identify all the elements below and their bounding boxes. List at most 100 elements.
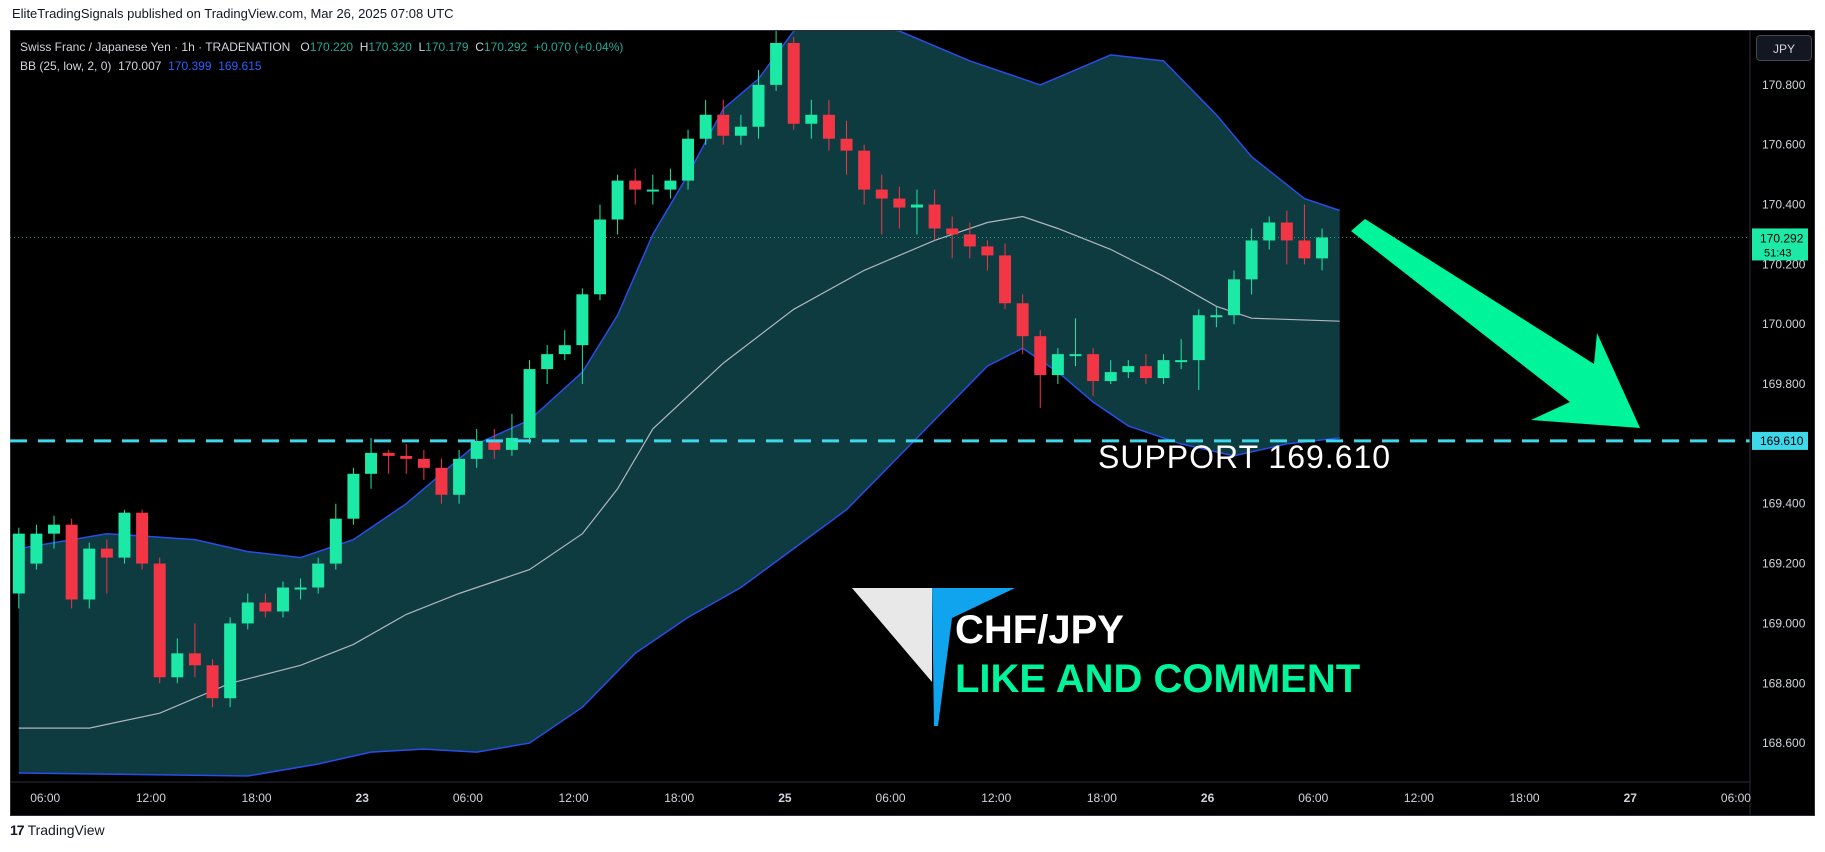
candle-body bbox=[893, 198, 906, 208]
candle bbox=[1069, 318, 1082, 367]
candle-body bbox=[928, 204, 941, 229]
price-tick-label: 170.600 bbox=[1762, 138, 1806, 152]
candle-body bbox=[805, 114, 818, 124]
time-tick-label: 12:00 bbox=[559, 791, 589, 805]
candle bbox=[470, 428, 483, 468]
candle-body bbox=[1069, 354, 1082, 357]
candle bbox=[417, 449, 430, 480]
open-label: O bbox=[300, 40, 310, 54]
candle-body bbox=[523, 369, 536, 438]
candle bbox=[875, 174, 888, 235]
candle-body bbox=[417, 458, 430, 468]
candle bbox=[241, 593, 254, 630]
price-tick-label: 169.200 bbox=[1762, 557, 1806, 571]
candle-body bbox=[83, 548, 96, 600]
footer-brand-label: TradingView bbox=[27, 822, 105, 838]
candle-body bbox=[646, 189, 659, 192]
candle-body bbox=[1210, 315, 1223, 318]
axis-layer: 170.800 170.600 170.400 170.200 170.000 169.8… bbox=[10, 31, 1808, 815]
candle-body bbox=[1316, 237, 1329, 259]
price-tick-label: 169.400 bbox=[1762, 497, 1806, 511]
support-price-label: 169.610 bbox=[1760, 434, 1804, 448]
candle-body bbox=[576, 294, 589, 346]
candle-body bbox=[1298, 240, 1311, 259]
candle bbox=[48, 515, 61, 549]
candle bbox=[1245, 228, 1258, 295]
candle-body bbox=[171, 653, 184, 678]
close-label: C bbox=[475, 40, 484, 54]
publisher-line: EliteTradingSignals published on Trading… bbox=[12, 6, 454, 21]
footer-brand[interactable]: 17 TradingView bbox=[10, 822, 105, 838]
candle-body bbox=[999, 255, 1012, 304]
candle-body bbox=[1034, 336, 1047, 376]
candle bbox=[1263, 216, 1276, 250]
time-tick-label: 06:00 bbox=[30, 791, 60, 805]
candle bbox=[1122, 360, 1135, 379]
candle-body bbox=[682, 138, 695, 181]
candle-body bbox=[787, 42, 800, 124]
candle-body bbox=[347, 473, 360, 519]
candle bbox=[224, 617, 237, 708]
time-tick-label: 06:00 bbox=[1298, 791, 1328, 805]
candle-body bbox=[858, 150, 871, 190]
time-tick-label: 12:00 bbox=[981, 791, 1011, 805]
candle-body bbox=[48, 524, 61, 534]
candle-body bbox=[558, 345, 571, 355]
candle bbox=[1139, 354, 1152, 385]
time-tick-label: 06:00 bbox=[1721, 791, 1751, 805]
candle bbox=[1228, 270, 1240, 325]
candle-body bbox=[1157, 360, 1170, 379]
candle bbox=[118, 509, 131, 564]
candle-body bbox=[30, 533, 43, 564]
candle-body bbox=[593, 219, 606, 295]
candle-body bbox=[611, 180, 624, 220]
time-tick-label: 06:00 bbox=[453, 791, 483, 805]
time-tick-label: 06:00 bbox=[876, 791, 906, 805]
support-label: SUPPORT 169.610 bbox=[1098, 439, 1391, 475]
candle-body bbox=[963, 234, 976, 247]
candle-body bbox=[470, 440, 483, 459]
candle-body bbox=[488, 440, 501, 450]
countdown-label: 51:43 bbox=[1764, 247, 1792, 259]
candle bbox=[541, 345, 554, 385]
candle-body bbox=[312, 563, 325, 588]
candle-body bbox=[699, 114, 712, 139]
candle-body bbox=[400, 455, 413, 459]
candle bbox=[611, 174, 624, 235]
candle bbox=[206, 659, 219, 708]
time-tick-label: 26 bbox=[1201, 791, 1215, 805]
candle-body bbox=[840, 138, 853, 151]
candle bbox=[1087, 348, 1100, 397]
price-tick-label: 169.800 bbox=[1762, 377, 1806, 391]
bollinger-band-layer bbox=[10, 31, 1750, 777]
bb-basis-value: 170.007 bbox=[118, 59, 162, 73]
candle-body bbox=[664, 180, 677, 190]
pair-title: CHF/JPY bbox=[955, 608, 1124, 652]
candle-body bbox=[329, 518, 342, 564]
candle bbox=[100, 539, 113, 594]
candle-body bbox=[822, 114, 835, 139]
candle bbox=[30, 524, 43, 570]
brand-logo-left-icon bbox=[852, 588, 932, 682]
candle-body bbox=[1139, 366, 1152, 379]
candle bbox=[1157, 354, 1170, 385]
candle bbox=[153, 557, 166, 684]
candle bbox=[805, 99, 818, 139]
candle bbox=[646, 174, 659, 205]
time-tick-label: 27 bbox=[1624, 791, 1638, 805]
candle-body bbox=[981, 246, 994, 256]
brand-logo-right-icon bbox=[932, 588, 1015, 726]
candle-body bbox=[541, 354, 554, 370]
candle-body bbox=[717, 114, 730, 136]
candle-body bbox=[453, 458, 466, 495]
candle bbox=[188, 623, 201, 678]
candle bbox=[1175, 339, 1188, 370]
candle-body bbox=[1122, 366, 1135, 373]
candle bbox=[717, 99, 730, 145]
currency-button[interactable]: JPY bbox=[1756, 35, 1812, 61]
candle bbox=[294, 578, 307, 600]
open-value: 170.220 bbox=[309, 40, 354, 54]
time-tick-label: 23 bbox=[356, 791, 370, 805]
candle-body bbox=[1245, 240, 1258, 280]
